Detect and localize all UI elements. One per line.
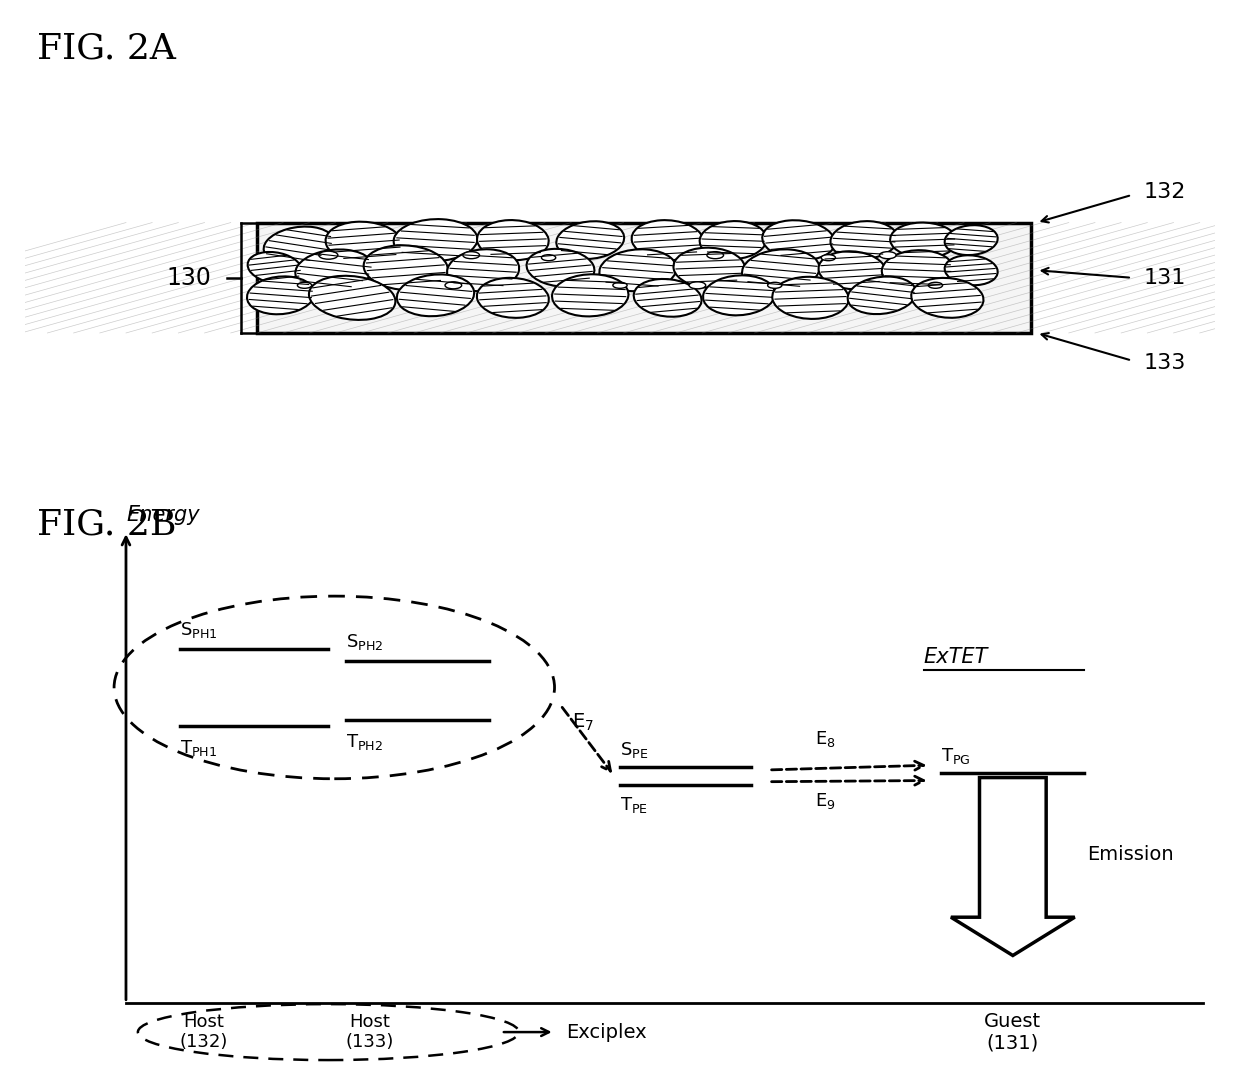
Ellipse shape <box>890 223 957 257</box>
Text: 130: 130 <box>167 266 212 290</box>
Text: S$_{\mathregular{PH1}}$: S$_{\mathregular{PH1}}$ <box>180 621 217 640</box>
Ellipse shape <box>742 250 820 291</box>
Ellipse shape <box>393 219 477 261</box>
Text: T$_{\mathregular{PH2}}$: T$_{\mathregular{PH2}}$ <box>346 732 383 752</box>
Ellipse shape <box>477 278 549 317</box>
Text: E$_9$: E$_9$ <box>815 791 836 811</box>
Text: FIG. 2A: FIG. 2A <box>37 32 176 65</box>
Ellipse shape <box>821 254 836 261</box>
Text: Guest
(131): Guest (131) <box>985 1011 1042 1053</box>
Ellipse shape <box>448 249 520 291</box>
Text: Energy: Energy <box>126 505 200 526</box>
Text: 133: 133 <box>1143 353 1187 373</box>
Ellipse shape <box>929 283 942 288</box>
Ellipse shape <box>542 254 556 261</box>
Text: 132: 132 <box>1143 182 1187 203</box>
Ellipse shape <box>445 281 461 289</box>
Ellipse shape <box>319 251 337 260</box>
Ellipse shape <box>463 252 480 259</box>
Ellipse shape <box>703 275 775 315</box>
Ellipse shape <box>552 274 629 316</box>
Text: Emission: Emission <box>1086 846 1173 864</box>
Text: S$_{\mathregular{PE}}$: S$_{\mathregular{PE}}$ <box>620 740 649 760</box>
Ellipse shape <box>831 221 898 260</box>
Ellipse shape <box>848 276 916 314</box>
Ellipse shape <box>557 221 624 259</box>
Ellipse shape <box>818 251 885 289</box>
Ellipse shape <box>264 227 334 264</box>
Text: Host
(132): Host (132) <box>179 1012 228 1052</box>
Ellipse shape <box>298 283 311 288</box>
Ellipse shape <box>768 283 782 288</box>
Ellipse shape <box>477 220 548 260</box>
Text: FIG. 2B: FIG. 2B <box>37 507 176 542</box>
Ellipse shape <box>673 248 745 288</box>
Ellipse shape <box>613 283 627 288</box>
Ellipse shape <box>634 279 702 316</box>
Ellipse shape <box>309 276 396 320</box>
Ellipse shape <box>882 250 954 290</box>
Ellipse shape <box>326 221 403 264</box>
Text: T$_{\mathregular{PH1}}$: T$_{\mathregular{PH1}}$ <box>180 738 217 757</box>
Ellipse shape <box>699 221 766 260</box>
Text: E$_8$: E$_8$ <box>815 729 836 750</box>
Ellipse shape <box>397 275 474 316</box>
Ellipse shape <box>763 220 835 260</box>
Ellipse shape <box>247 276 315 314</box>
Text: S$_{\mathregular{PH2}}$: S$_{\mathregular{PH2}}$ <box>346 632 383 652</box>
Ellipse shape <box>707 252 724 259</box>
Text: T$_{\mathregular{PE}}$: T$_{\mathregular{PE}}$ <box>620 795 647 815</box>
Ellipse shape <box>527 249 594 287</box>
Ellipse shape <box>631 220 703 260</box>
Polygon shape <box>951 778 1075 956</box>
Text: 131: 131 <box>1143 267 1187 288</box>
Text: E$_7$: E$_7$ <box>573 712 594 733</box>
Text: Host
(133): Host (133) <box>346 1012 394 1052</box>
Ellipse shape <box>689 281 706 289</box>
Ellipse shape <box>945 225 998 255</box>
Text: ExTET: ExTET <box>924 647 988 667</box>
Ellipse shape <box>911 278 983 317</box>
Text: Exciplex: Exciplex <box>567 1022 647 1042</box>
Ellipse shape <box>248 252 301 284</box>
Bar <box>257 223 1030 333</box>
Ellipse shape <box>295 250 373 291</box>
Ellipse shape <box>773 277 848 319</box>
Ellipse shape <box>879 252 897 259</box>
Ellipse shape <box>363 245 448 290</box>
Text: T$_{\mathregular{PG}}$: T$_{\mathregular{PG}}$ <box>941 746 971 766</box>
Ellipse shape <box>945 255 998 285</box>
Ellipse shape <box>599 250 676 291</box>
